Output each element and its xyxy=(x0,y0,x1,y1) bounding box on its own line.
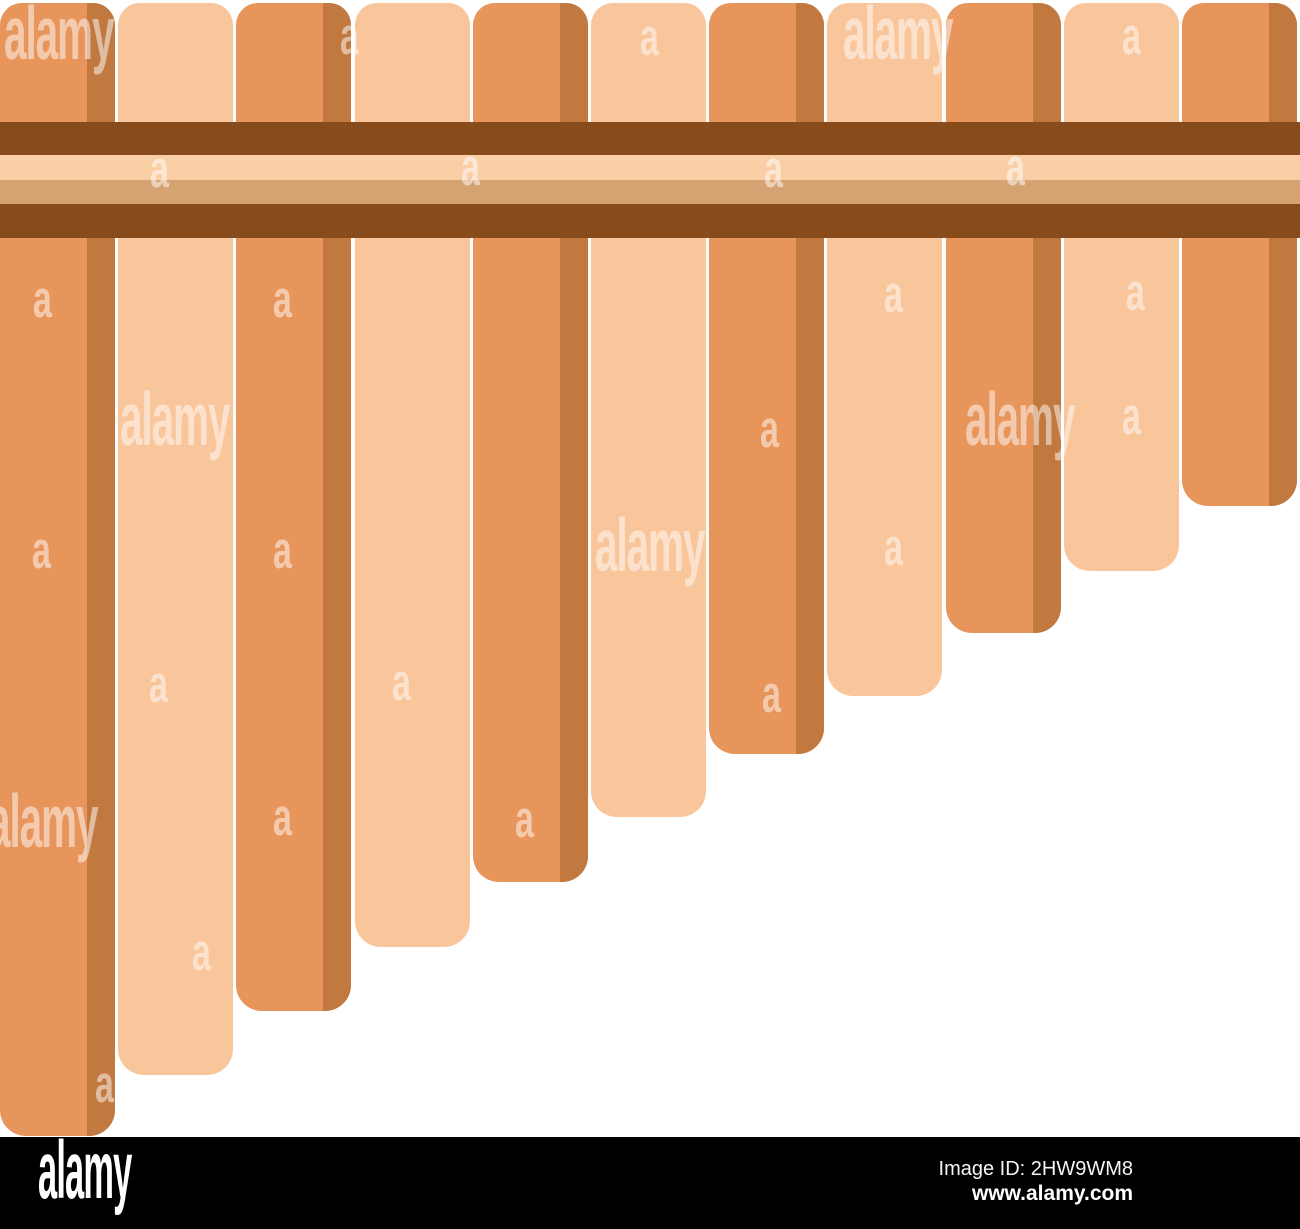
alamy-watermark-a: a xyxy=(1122,387,1141,446)
alamy-watermark-logo: alamy xyxy=(965,377,1076,461)
alamy-watermark-a: a xyxy=(764,140,783,199)
alamy-watermark-a: a xyxy=(1126,263,1145,322)
flute-binding-band-4 xyxy=(0,204,1300,238)
alamy-watermark-a: a xyxy=(1006,138,1025,197)
alamy-watermark-a: a xyxy=(340,7,359,66)
pan-flute-tube-11 xyxy=(1182,3,1297,506)
alamy-watermark-a: a xyxy=(273,521,292,580)
alamy-watermark-logo: alamy xyxy=(595,503,706,587)
alamy-watermark-a: a xyxy=(150,140,169,199)
alamy-watermark-a: a xyxy=(760,400,779,459)
alamy-watermark-a: a xyxy=(461,138,480,197)
flute-binding-band-3 xyxy=(0,180,1300,204)
tube-shade-stripe xyxy=(1033,3,1061,633)
pan-flute-tube-8 xyxy=(827,3,942,696)
alamy-watermark-a: a xyxy=(884,265,903,324)
alamy-watermark-a: a xyxy=(273,270,292,329)
flute-binding-band-2 xyxy=(0,155,1300,180)
alamy-watermark-a: a xyxy=(640,8,659,67)
alamy-footer-bar: alamy Image ID: 2HW9WM8 www.alamy.com xyxy=(0,1130,1300,1229)
image-id-text: Image ID: 2HW9WM8 xyxy=(938,1158,1133,1180)
alamy-watermark-a: a xyxy=(762,665,781,724)
tube-shade-stripe xyxy=(1269,3,1297,506)
alamy-watermark-a: a xyxy=(273,788,292,847)
alamy-watermark-a: a xyxy=(192,923,211,982)
alamy-watermark-logo: alamy xyxy=(120,377,231,461)
pan-flute-tube-9 xyxy=(946,3,1061,633)
flute-binding-band-1 xyxy=(0,122,1300,155)
alamy-watermark-a: a xyxy=(149,655,168,714)
alamy-logo: alamy xyxy=(38,1125,132,1216)
alamy-watermark-a: a xyxy=(392,653,411,712)
alamy-watermark-a: a xyxy=(32,521,51,580)
alamy-watermark-logo: alamy xyxy=(0,779,99,863)
alamy-watermark-a: a xyxy=(515,790,534,849)
pan-flute-tube-10 xyxy=(1064,3,1179,571)
alamy-watermark-a: a xyxy=(33,270,52,329)
alamy-watermark-a: a xyxy=(95,1055,114,1114)
alamy-watermark-a: a xyxy=(1122,7,1141,66)
alamy-watermark-logo: alamy xyxy=(4,0,115,75)
alamy-watermark-logo: alamy xyxy=(843,0,954,75)
alamy-watermark-a: a xyxy=(884,518,903,577)
alamy-url-text: www.alamy.com xyxy=(971,1182,1133,1205)
